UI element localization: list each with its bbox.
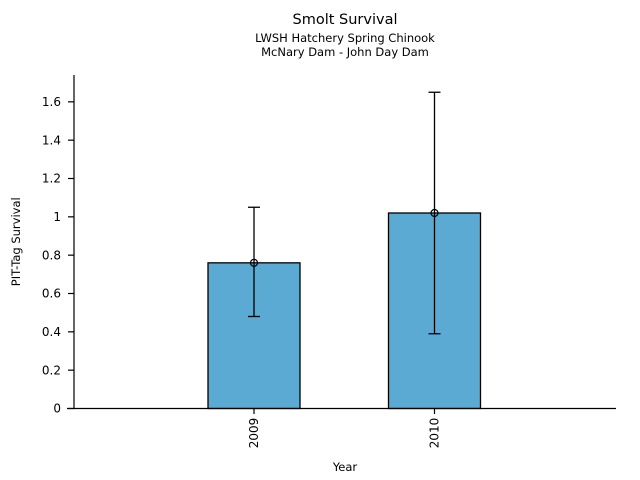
x-tick-label: 2009 xyxy=(247,418,261,449)
y-tick-label: 1.6 xyxy=(42,95,61,109)
y-tick-label: 0.2 xyxy=(42,363,61,377)
x-tick-label: 2010 xyxy=(428,418,442,449)
y-tick-label: 1 xyxy=(53,210,61,224)
y-tick-label: 0 xyxy=(53,402,61,416)
y-tick-label: 0.4 xyxy=(42,325,61,339)
chart-title: Smolt Survival xyxy=(292,12,398,28)
y-tick-label: 1.2 xyxy=(42,172,61,186)
chart-subtitle-line2: McNary Dam - John Day Dam xyxy=(261,45,429,59)
y-tick-label: 0.6 xyxy=(42,287,61,301)
y-axis-label: PIT-Tag Survival xyxy=(9,197,23,286)
y-tick-label: 1.4 xyxy=(42,133,61,147)
point-estimate-marker-2010 xyxy=(430,208,439,218)
y-tick-label: 0.8 xyxy=(42,248,61,262)
x-axis-label: Year xyxy=(332,460,358,474)
chart-subtitle-line1: LWSH Hatchery Spring Chinook xyxy=(255,31,435,45)
point-estimate-marker-2009 xyxy=(249,258,259,267)
